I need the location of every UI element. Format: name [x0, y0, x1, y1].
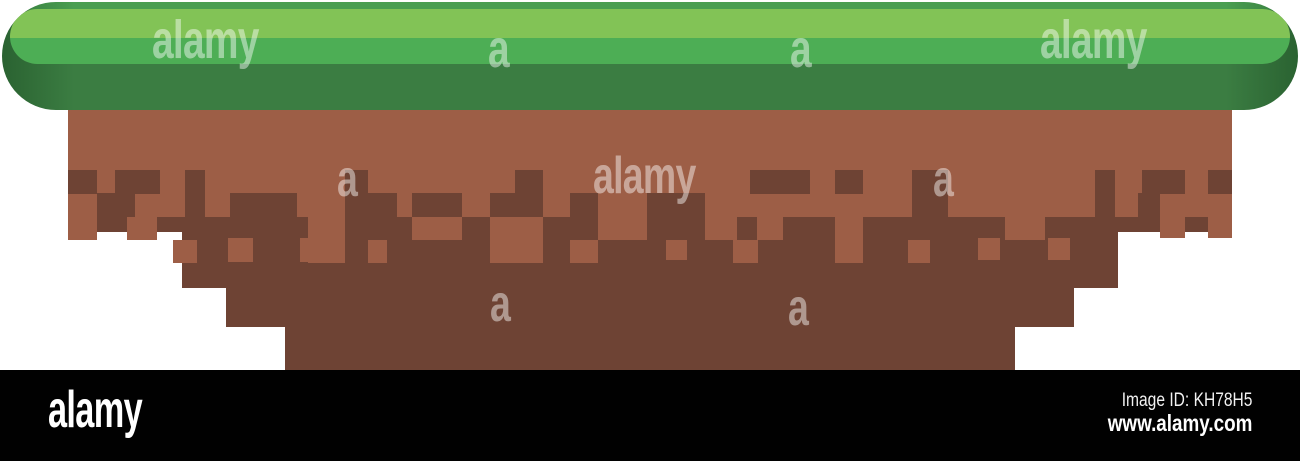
- dirt-pixel-block: [115, 170, 160, 194]
- dirt-pixel-block: [705, 193, 737, 240]
- dirt-pixel-block: [1208, 217, 1232, 238]
- website-text: www.alamy.com: [1107, 410, 1252, 436]
- dirt-pixel-block: [368, 193, 397, 217]
- dirt-pixel-block: [1208, 170, 1232, 194]
- dirt-pixel-block: [1048, 238, 1070, 260]
- dirt-pixel-block: [570, 240, 598, 263]
- dirt-pixel-block: [228, 238, 253, 262]
- dirt-pixel-block: [647, 193, 705, 217]
- dirt-pixel-block: [490, 193, 543, 217]
- dirt-pixel-block: [1005, 217, 1045, 240]
- dirt-pixel-block: [285, 327, 1015, 370]
- dirt-pixel-block: [230, 193, 297, 217]
- dirt-pixel-block: [515, 170, 543, 194]
- dirt-pixel-block: [835, 170, 863, 194]
- dirt-pixel-block: [185, 170, 205, 217]
- alamy-footer-bar: [0, 370, 1300, 461]
- grass-platform: [2, 2, 1298, 110]
- dirt-pixel-block: [97, 193, 135, 217]
- alamy-logo: alamy: [48, 381, 143, 439]
- dirt-pixel-block: [68, 170, 97, 194]
- dirt-pixel-block: [127, 217, 157, 240]
- image-id-text: Image ID: KH78H5: [1121, 390, 1252, 411]
- dirt-pixel-block: [666, 240, 687, 260]
- dirt-pixel-block: [368, 240, 387, 263]
- dirt-pixel-block: [733, 240, 758, 263]
- dirt-pixel-block: [908, 240, 930, 263]
- dirt-pixel-block: [570, 193, 598, 217]
- dirt-pixel-block: [308, 217, 345, 263]
- dirt-pixel-block: [173, 240, 197, 263]
- dirt-pixel-block: [757, 217, 783, 240]
- dirt-pixel-block: [68, 217, 1232, 232]
- dirt-pixel-block: [750, 170, 810, 194]
- dirt-pixel-block: [412, 217, 462, 240]
- dirt-pixel-block: [345, 170, 368, 217]
- grass-highlight: [10, 9, 1290, 64]
- dirt-pixel-block: [1160, 217, 1185, 238]
- dirt-pixel-block: [912, 170, 948, 217]
- dirt-pixel-block: [1138, 193, 1160, 217]
- dirt-pixel-block: [1095, 170, 1115, 217]
- dirt-pixel-block: [412, 193, 462, 217]
- dirt-pixel-block: [490, 217, 543, 263]
- dirt-pixel-block: [226, 288, 1074, 327]
- dirt-pixel-block: [978, 238, 1000, 260]
- dirt-pixel-block: [68, 217, 97, 240]
- dirt-pixel-block: [835, 217, 863, 263]
- dirt-pixel-block: [1142, 170, 1185, 194]
- dirt-pixel-block: [598, 217, 647, 240]
